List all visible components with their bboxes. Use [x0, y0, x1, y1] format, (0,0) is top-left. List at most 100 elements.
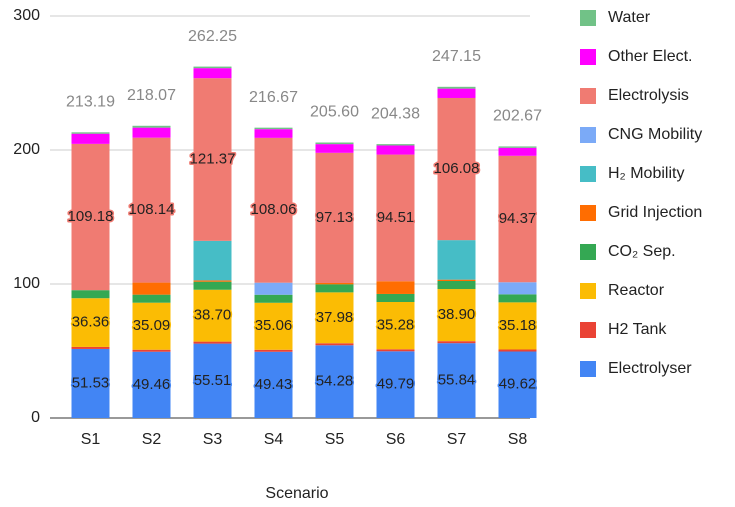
- bar-segment: [315, 142, 354, 145]
- x-tick-label: S3: [203, 431, 223, 448]
- data-label: 109.18: [68, 208, 114, 225]
- legend-label: CO₂ Sep.: [608, 243, 676, 260]
- data-label: 94.37: [499, 210, 537, 227]
- bar-segment: [498, 282, 537, 295]
- x-tick-label: S7: [447, 431, 467, 448]
- legend-label: Grid Injection: [608, 204, 702, 221]
- bar-segment: [498, 155, 537, 283]
- bar-segment: [376, 145, 415, 155]
- bar-segment: [376, 349, 415, 352]
- bar-segment: [498, 146, 537, 148]
- bar-segment: [437, 88, 476, 98]
- bar-segment: [376, 144, 415, 146]
- y-tick-label: 200: [13, 141, 40, 158]
- data-label: 36.36: [72, 314, 110, 331]
- bar-segment: [437, 240, 476, 280]
- bar-segment: [132, 349, 171, 352]
- legend-label: Electrolyser: [608, 360, 692, 377]
- bar-segment: [71, 290, 110, 299]
- bar-segment: [437, 97, 476, 241]
- legend-swatch: [580, 205, 596, 221]
- data-label: 49.46: [133, 376, 171, 393]
- y-tick-label: 0: [31, 409, 40, 426]
- bar-segment: [437, 343, 476, 418]
- legend-swatch: [580, 361, 596, 377]
- bar-segment: [132, 137, 171, 283]
- bar-segment: [132, 127, 171, 138]
- bar-segment: [71, 346, 110, 349]
- bar-segment: [254, 302, 293, 350]
- data-label: 51.53: [72, 374, 110, 391]
- bar-segment: [315, 343, 354, 346]
- bar-segment: [71, 298, 110, 347]
- bar-segment: [71, 348, 110, 418]
- legend-swatch: [580, 283, 596, 299]
- bar-segment: [254, 294, 293, 303]
- total-label: 247.15: [432, 48, 481, 65]
- data-label: 108.14: [129, 201, 175, 218]
- total-label: 262.25: [188, 28, 237, 45]
- bar-segment: [498, 351, 537, 418]
- total-label: 204.38: [371, 105, 420, 122]
- bar-segment: [437, 341, 476, 344]
- legend-label: Reactor: [608, 282, 665, 299]
- legend-swatch: [580, 322, 596, 338]
- bar-segment: [437, 289, 476, 342]
- data-label: 55.84: [438, 372, 476, 389]
- bar-segment: [437, 279, 476, 281]
- x-tick-label: S2: [142, 431, 162, 448]
- bar-segment: [254, 137, 293, 283]
- total-label: 218.07: [127, 87, 176, 104]
- bar-segment: [315, 282, 354, 285]
- data-label: 121.37: [190, 150, 236, 167]
- legend-label: Water: [608, 9, 651, 26]
- total-label: 213.19: [66, 94, 115, 111]
- bar-segment: [193, 281, 232, 290]
- data-label: 38.70: [194, 307, 232, 324]
- x-tick-label: S5: [325, 431, 345, 448]
- bar-segment: [254, 351, 293, 418]
- x-axis-label: Scenario: [265, 485, 328, 502]
- bar-segment: [132, 294, 171, 303]
- bar-segment: [498, 294, 537, 303]
- data-label: 49.79: [377, 376, 415, 393]
- bar-segment: [71, 143, 110, 291]
- legend-label: H2 Tank: [608, 321, 667, 338]
- bar-segment: [193, 66, 232, 69]
- data-label: 35.28: [377, 317, 415, 334]
- total-label: 202.67: [493, 108, 542, 125]
- legend-swatch: [580, 127, 596, 143]
- data-label: 35.18: [499, 317, 537, 334]
- bar-segment: [376, 351, 415, 418]
- bar-segment: [376, 301, 415, 350]
- data-label: 35.06: [255, 317, 293, 334]
- bar-segment: [193, 78, 232, 241]
- legend-swatch: [580, 49, 596, 65]
- data-label: 38.90: [438, 306, 476, 323]
- data-label: 97.13: [316, 209, 354, 226]
- data-label: 35.09: [133, 317, 171, 334]
- legend-swatch: [580, 244, 596, 260]
- bar-segment: [315, 284, 354, 293]
- bar-segment: [498, 147, 537, 156]
- bar-segment: [498, 349, 537, 352]
- bar-segment: [71, 132, 110, 134]
- bar-segment: [437, 280, 476, 290]
- bar-segment: [376, 293, 415, 302]
- bar-segment: [193, 280, 232, 282]
- bar-segment: [193, 341, 232, 344]
- data-label: 49.62: [499, 376, 537, 393]
- x-tick-label: S1: [81, 431, 101, 448]
- bar-segment: [132, 302, 171, 350]
- legend-label: CNG Mobility: [608, 126, 702, 143]
- bar-segment: [71, 133, 110, 144]
- bar-segment: [132, 282, 171, 295]
- total-label: 205.60: [310, 104, 359, 121]
- bar-segment: [437, 86, 476, 89]
- legend-label: Electrolysis: [608, 87, 689, 104]
- bar-segment: [254, 349, 293, 352]
- bar-segment: [315, 144, 354, 153]
- data-label: 37.98: [316, 309, 354, 326]
- bar-segment: [193, 343, 232, 418]
